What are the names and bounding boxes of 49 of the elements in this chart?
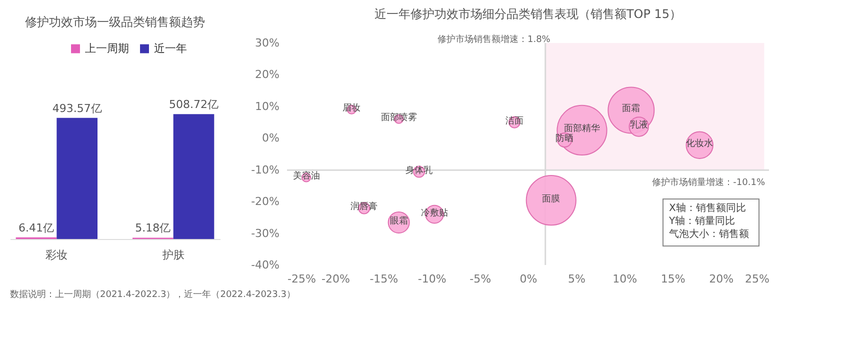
bar <box>56 118 98 239</box>
y-tick-label: -10% <box>251 163 280 176</box>
text: 数据说明：上一周期（2021.4-2022.3），近一年（2022.4-2023.3） <box>10 289 296 300</box>
annotation: 防晒 <box>556 133 574 144</box>
data-label: 493.57亿 <box>52 102 102 115</box>
y-tick-label: -30% <box>251 226 280 240</box>
annotation: 面霜 <box>622 103 640 114</box>
x-tick-label: 彩妆 <box>46 248 68 262</box>
y-tick-label: -20% <box>251 195 280 208</box>
annotation: 乳液 <box>630 120 648 131</box>
x-tick-label: -15% <box>370 272 398 286</box>
annotation: 眉妆 <box>342 102 361 114</box>
annotation: Y轴：销量同比 <box>668 215 736 227</box>
legend-label: 上一周期 <box>85 42 129 55</box>
x-tick-label: 25% <box>745 272 770 286</box>
y-tick-label: 30% <box>255 36 280 50</box>
x-tick-label: 护肤 <box>161 248 184 262</box>
annotation: 面部精华 <box>564 123 600 134</box>
annotation: 化妆水 <box>686 138 714 150</box>
x-tick-label: 0% <box>520 272 538 286</box>
ref-line-label: 修护市场销售额增速：1.8% <box>437 34 551 45</box>
x-tick-label: -25% <box>288 272 316 286</box>
x-tick-label: 15% <box>660 272 686 286</box>
x-tick-label: -20% <box>321 272 350 286</box>
annotation: 眼霜 <box>390 216 408 227</box>
y-tick-label: -40% <box>251 258 280 272</box>
y-tick-label: 10% <box>255 100 280 113</box>
ref-line-label: 修护市场销量增速：-10.1% <box>652 177 766 188</box>
annotation: 美容油 <box>292 170 320 182</box>
y-tick-label: 0% <box>262 132 280 145</box>
x-tick-label: 5% <box>568 272 586 286</box>
annotation: 洁面 <box>506 115 524 126</box>
x-tick-label: -10% <box>418 272 446 286</box>
x-tick-label: -5% <box>470 272 492 286</box>
annotation: 气泡大小：销售额 <box>669 228 749 240</box>
annotation: 面膜 <box>542 193 560 204</box>
chart-title: 近一年修护功效市场细分品类销售表现（销售额TOP 15） <box>374 7 682 21</box>
data-label: 5.18亿 <box>135 222 171 235</box>
chart-title: 修护功效市场一级品类销售额趋势 <box>25 15 205 29</box>
annotation: 冷敷贴 <box>420 207 448 218</box>
data-label: 6.41亿 <box>18 221 54 234</box>
bar <box>173 114 214 239</box>
annotation: X轴：销售额同比 <box>669 202 746 214</box>
annotation: 面部喷雾 <box>380 112 417 124</box>
x-tick-label: 20% <box>709 272 734 286</box>
x-tick-label: 10% <box>612 272 638 286</box>
legend-label: 近一年 <box>154 42 187 55</box>
y-tick-label: 20% <box>255 68 280 82</box>
data-label: 508.72亿 <box>169 98 218 112</box>
